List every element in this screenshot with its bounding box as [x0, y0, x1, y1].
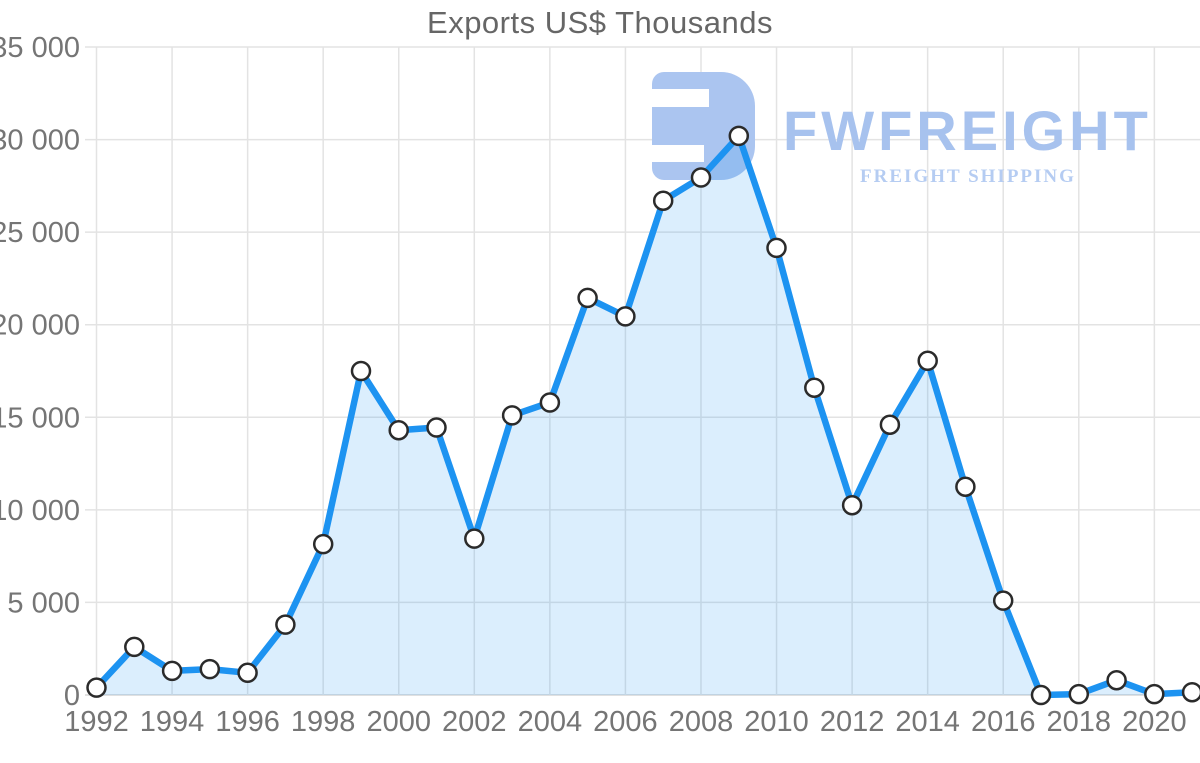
data-point-marker	[161, 660, 183, 682]
data-point-marker	[539, 392, 561, 413]
data-point-marker	[841, 494, 863, 516]
y-axis-tick-label: 15 000	[0, 402, 80, 434]
data-point-marker	[388, 419, 409, 441]
y-axis-tick-label: 5 000	[7, 587, 80, 619]
data-point-marker	[577, 287, 598, 309]
x-axis-tick-label: 2012	[820, 706, 885, 738]
data-point-marker	[1181, 681, 1200, 703]
y-axis-tick-label: 25 000	[0, 217, 80, 249]
data-point-marker	[728, 125, 750, 147]
y-axis-tick-label: 30 000	[0, 125, 80, 157]
data-point-marker	[124, 636, 145, 658]
data-point-marker	[615, 306, 636, 327]
data-point-marker	[766, 237, 787, 259]
data-point-marker	[426, 417, 447, 438]
x-axis-tick-label: 2018	[1047, 706, 1112, 738]
x-axis-tick-label: 2016	[971, 706, 1036, 738]
data-point-marker	[86, 677, 107, 698]
data-point-marker	[917, 350, 938, 372]
data-point-marker	[1030, 684, 1052, 706]
x-axis-tick-label: 1998	[291, 706, 356, 738]
data-point-marker	[501, 405, 523, 426]
series-area-fill	[96, 135, 1193, 695]
watermark-brand: FWFREIGHT	[783, 99, 1152, 162]
x-axis-tick-label: 2002	[442, 706, 507, 738]
watermark: FWFREIGHT FREIGHT SHIPPING	[652, 72, 1162, 187]
y-axis-tick-label: 10 000	[0, 495, 80, 527]
data-point-marker	[199, 658, 221, 680]
data-point-marker	[350, 360, 372, 382]
data-point-marker	[690, 167, 712, 188]
chart-title: Exports US$ Thousands	[427, 5, 773, 40]
watermark-text: FWFREIGHT FREIGHT SHIPPING	[783, 72, 1153, 188]
x-axis-tick-label: 1994	[140, 706, 205, 738]
y-axis-tick-label: 0	[64, 680, 80, 712]
x-axis-tick-label: 2000	[366, 706, 431, 738]
x-axis-tick-label: 2006	[593, 706, 658, 738]
x-axis-tick-label: 2008	[669, 706, 734, 738]
x-axis-tick-label: 2020	[1122, 706, 1187, 738]
data-point-marker	[275, 614, 296, 635]
logo-notch	[652, 89, 709, 107]
x-axis-tick-label: 1996	[215, 706, 280, 738]
data-point-marker	[992, 590, 1014, 611]
data-point-marker	[312, 533, 334, 555]
x-axis-tick-label: 2004	[518, 706, 583, 738]
y-axis-tick-label: 35 000	[0, 32, 80, 64]
data-point-marker	[804, 377, 825, 398]
data-point-marker	[1106, 669, 1127, 691]
data-point-marker	[955, 476, 976, 497]
x-axis-tick-label: 2014	[895, 706, 960, 738]
data-point-marker	[879, 414, 901, 435]
logo-notch	[652, 145, 704, 162]
data-point-marker	[1068, 683, 1090, 705]
data-point-marker	[237, 662, 258, 684]
x-axis-tick-label: 1992	[64, 706, 129, 738]
data-point-marker	[1144, 683, 1165, 705]
data-point-marker	[652, 190, 674, 211]
data-point-marker	[464, 528, 485, 549]
watermark-tagline: FREIGHT SHIPPING	[860, 166, 1076, 187]
x-axis-tick-label: 2010	[744, 706, 809, 738]
y-axis-tick-label: 20 000	[0, 310, 80, 342]
